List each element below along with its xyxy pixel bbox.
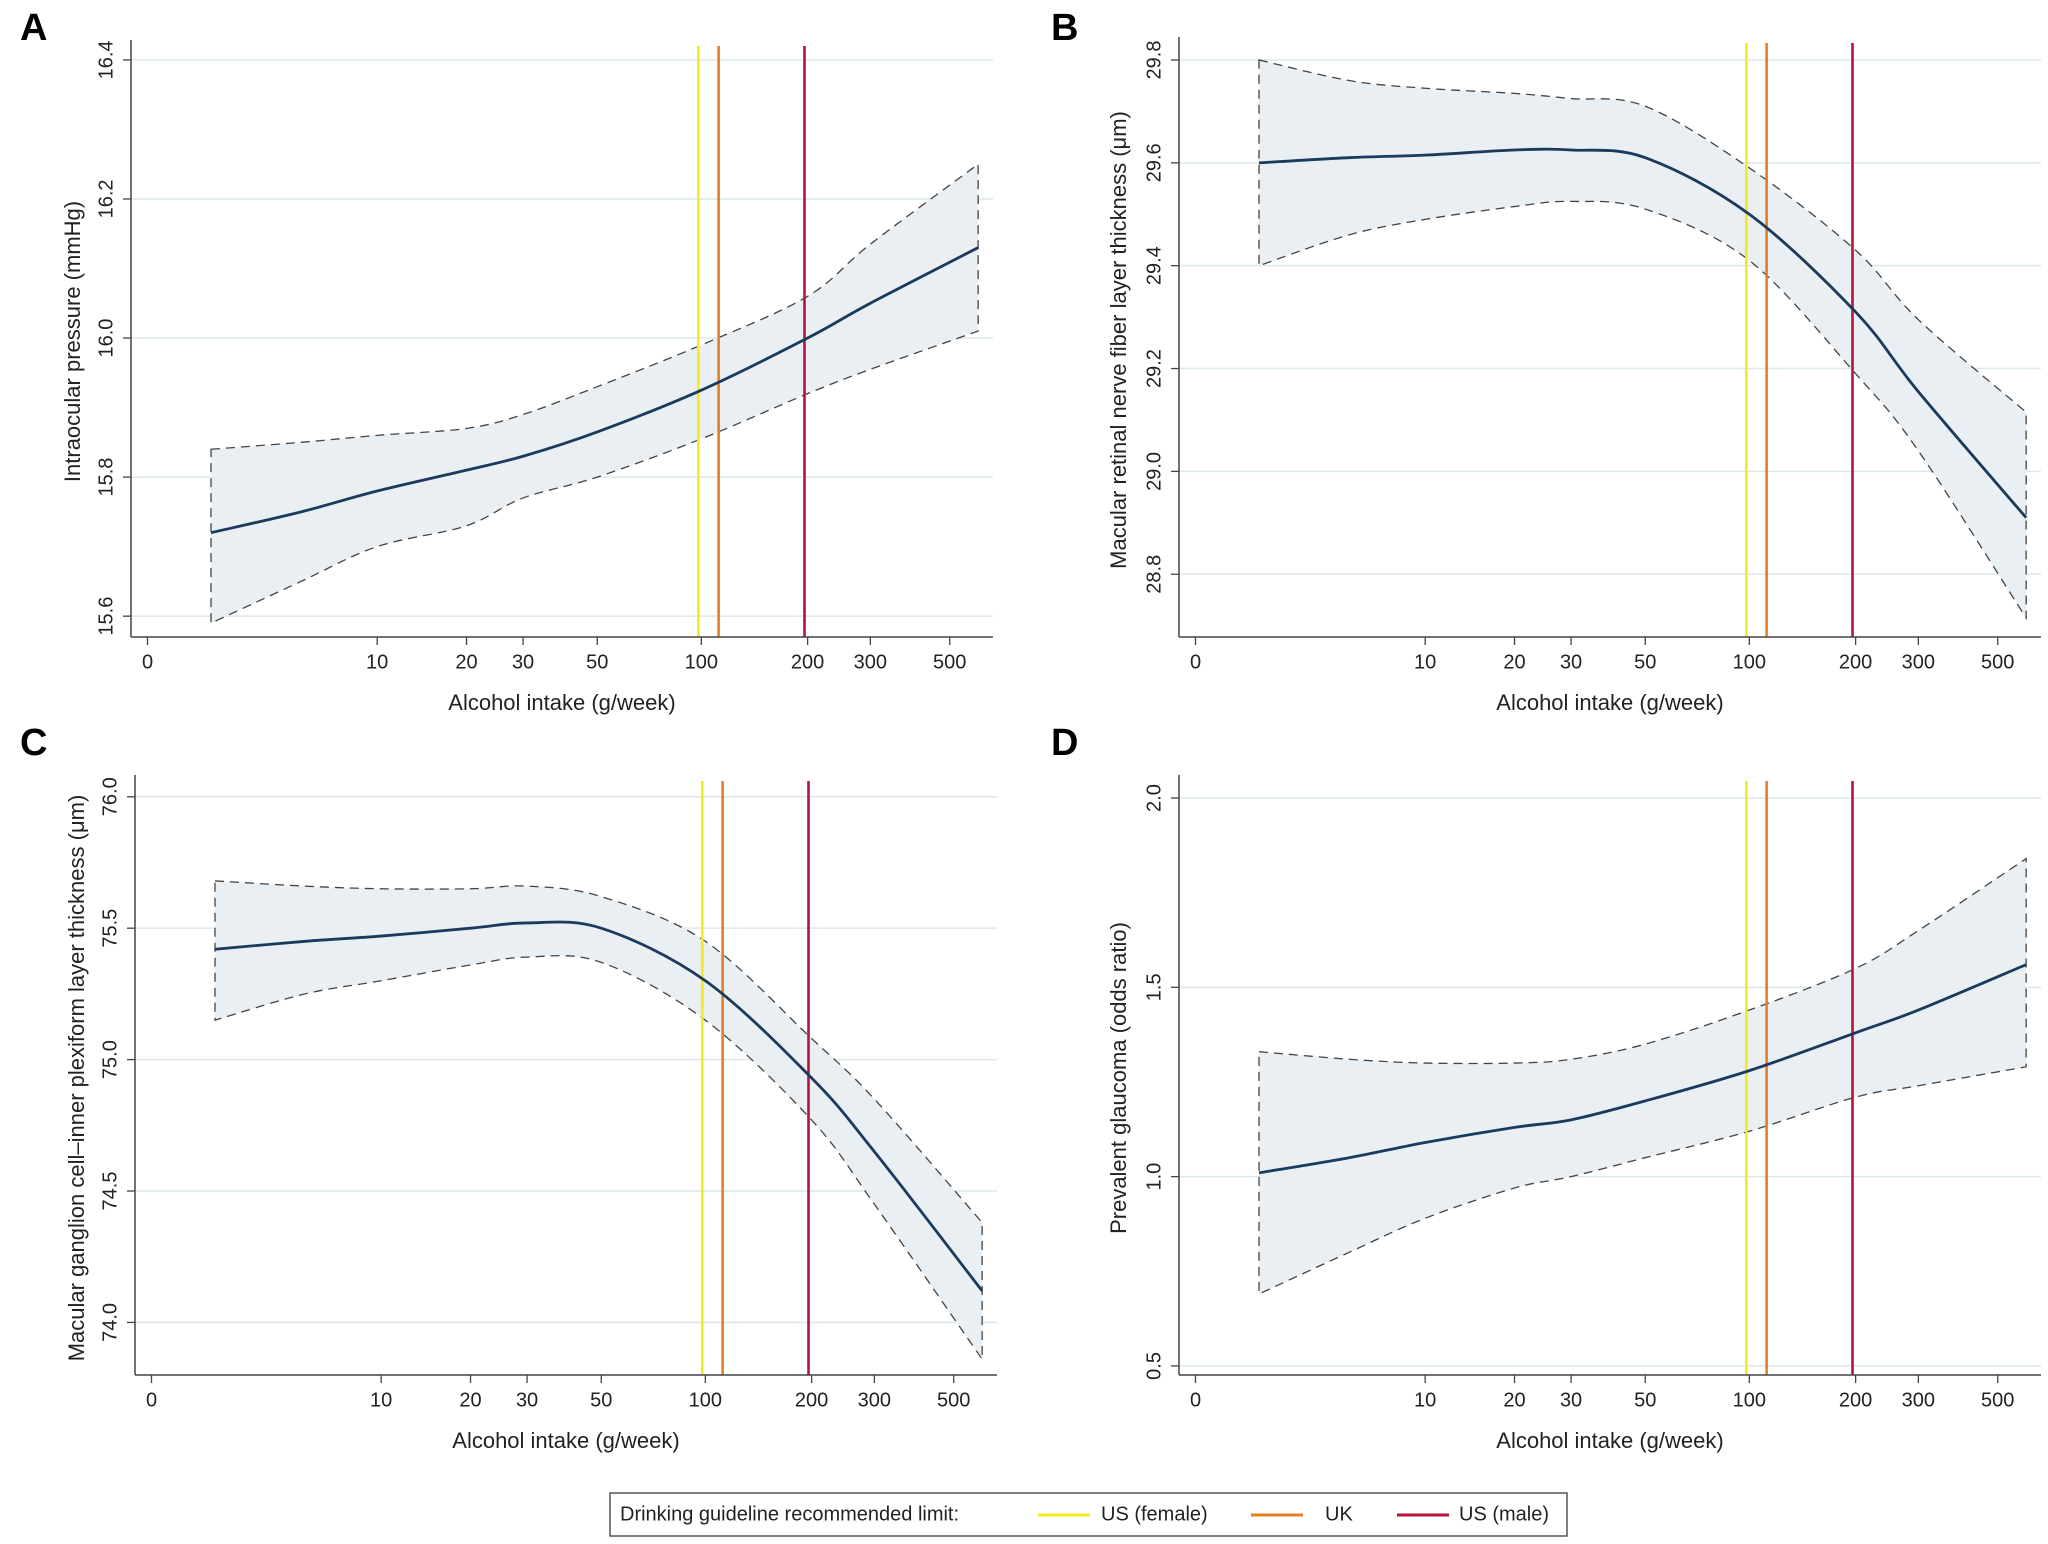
- y-tick-label: 29.6: [1143, 143, 1165, 182]
- x-axis-label: Alcohol intake (g/week): [1496, 1428, 1723, 1453]
- x-tick-label: 30: [1560, 1389, 1582, 1411]
- fit-line: [210, 246, 979, 535]
- legend-label: UK: [1325, 1503, 1353, 1525]
- x-tick-label: 10: [1414, 651, 1436, 673]
- x-tick-label: 100: [685, 651, 718, 673]
- x-tick-label: 10: [1414, 1389, 1436, 1411]
- ci-band: [1258, 59, 2027, 621]
- x-tick-label: 0: [146, 1389, 157, 1411]
- legend-label: US (female): [1101, 1503, 1208, 1525]
- y-tick-label: 15.6: [95, 597, 117, 636]
- x-tick-label: 200: [1839, 1389, 1872, 1411]
- x-tick-label: 300: [1902, 651, 1935, 673]
- y-tick-label: 29.8: [1143, 41, 1165, 80]
- x-axis-label: Alcohol intake (g/week): [452, 1428, 679, 1453]
- fit-line: [1258, 963, 2027, 1175]
- x-axis-label: Alcohol intake (g/week): [448, 690, 675, 715]
- x-tick-label: 50: [1634, 1389, 1656, 1411]
- y-tick-label: 16.4: [95, 40, 117, 79]
- x-tick-label: 0: [142, 651, 153, 673]
- y-tick-label: 28.8: [1143, 555, 1165, 594]
- ci-band: [214, 880, 983, 1362]
- y-tick-label: 16.2: [95, 179, 117, 218]
- x-tick-label: 300: [1902, 1389, 1935, 1411]
- x-tick-label: 50: [586, 651, 608, 673]
- x-tick-label: 0: [1190, 1389, 1201, 1411]
- y-tick-label: 16.0: [95, 319, 117, 358]
- x-tick-label: 10: [366, 651, 388, 673]
- x-tick-label: 300: [854, 651, 887, 673]
- x-tick-label: 100: [1733, 1389, 1766, 1411]
- y-axis-label: Macular retinal nerve fiber layer thickn…: [1106, 111, 1131, 569]
- x-tick-label: 10: [370, 1389, 392, 1411]
- x-tick-label: 200: [1839, 651, 1872, 673]
- x-tick-label: 100: [1733, 651, 1766, 673]
- y-axis-label: Intraocular pressure (mmHg): [60, 201, 85, 482]
- y-tick-label: 74.5: [99, 1172, 121, 1211]
- y-tick-label: 74.0: [99, 1303, 121, 1342]
- fit-line: [214, 920, 984, 1292]
- x-tick-label: 20: [455, 651, 477, 673]
- x-tick-label: 30: [516, 1389, 538, 1411]
- x-tick-label: 20: [1503, 651, 1525, 673]
- x-tick-label: 30: [512, 651, 534, 673]
- x-tick-label: 500: [1981, 651, 2014, 673]
- y-axis-label: Prevalent glaucoma (odds ratio): [1106, 922, 1131, 1234]
- x-axis-label: Alcohol intake (g/week): [1496, 690, 1723, 715]
- legend-label: US (male): [1459, 1503, 1549, 1525]
- y-tick-label: 29.4: [1143, 246, 1165, 285]
- ci-band: [210, 162, 979, 625]
- y-tick-label: 0.5: [1143, 1352, 1165, 1380]
- y-tick-label: 29.2: [1143, 349, 1165, 388]
- x-tick-label: 20: [1503, 1389, 1525, 1411]
- ci-band: [1258, 857, 2027, 1295]
- x-tick-label: 500: [933, 651, 966, 673]
- x-tick-label: 50: [1634, 651, 1656, 673]
- legend-title: Drinking guideline recommended limit:: [620, 1503, 959, 1525]
- x-tick-label: 500: [937, 1389, 970, 1411]
- panel-letter: C: [20, 722, 47, 764]
- x-tick-label: 200: [795, 1389, 828, 1411]
- x-tick-label: 500: [1981, 1389, 2014, 1411]
- y-tick-label: 2.0: [1143, 784, 1165, 812]
- x-tick-label: 30: [1560, 651, 1582, 673]
- x-tick-label: 200: [791, 651, 824, 673]
- y-tick-label: 29.0: [1143, 452, 1165, 491]
- y-tick-label: 75.0: [99, 1040, 121, 1079]
- x-tick-label: 0: [1190, 651, 1201, 673]
- panel-letter: D: [1051, 722, 1078, 764]
- x-tick-label: 20: [459, 1389, 481, 1411]
- y-tick-label: 75.5: [99, 909, 121, 948]
- panel-letter: B: [1051, 7, 1078, 49]
- y-tick-label: 1.5: [1143, 973, 1165, 1001]
- y-tick-label: 76.0: [99, 777, 121, 816]
- y-tick-label: 1.0: [1143, 1163, 1165, 1191]
- x-tick-label: 300: [858, 1389, 891, 1411]
- panel-letter: A: [20, 7, 47, 49]
- fit-line: [1258, 147, 2028, 519]
- x-tick-label: 100: [689, 1389, 722, 1411]
- x-tick-label: 50: [590, 1389, 612, 1411]
- y-tick-label: 15.8: [95, 458, 117, 497]
- y-axis-label: Macular ganglion cell–inner plexiform la…: [64, 795, 89, 1362]
